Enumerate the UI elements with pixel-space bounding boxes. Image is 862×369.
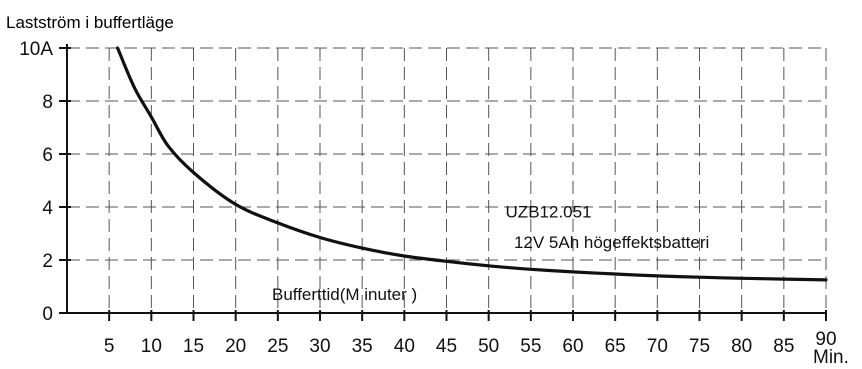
y-tick-label: 2 [42, 251, 53, 272]
axes [66, 44, 826, 314]
x-tick-label: 75 [689, 336, 710, 357]
x-tick-label: 55 [520, 336, 541, 357]
y-tick-label: 0 [42, 304, 53, 325]
x-tick-label: 90 [815, 329, 836, 350]
x-tick-label: 80 [731, 336, 752, 357]
x-ticks: 5 10 15 20 25 30 35 40 45 50 55 60 65 70 75 80 85 90 [104, 310, 837, 357]
y-tick-label: 8 [42, 92, 53, 113]
x-tick-label: 45 [436, 336, 457, 357]
y-tick-label: 4 [42, 198, 53, 219]
x-tick-label: 65 [605, 336, 626, 357]
annotation-battery: 12V 5Ah högeffektsbatteri [514, 233, 709, 252]
x-tick-label: 60 [562, 336, 583, 357]
annotation-model: UZB12.051 [506, 203, 592, 222]
y-ticks: 0 2 4 6 8 10A [19, 39, 71, 325]
x-axis-label: Bufferttid(M inuter ) [272, 285, 417, 304]
series-line [116, 46, 828, 282]
y-tick-label: 10A [19, 39, 53, 60]
x-axis-unit: Min. [813, 347, 849, 368]
y-axis-label: Lastström i buffertläge [6, 13, 174, 32]
x-tick-label: 85 [773, 336, 794, 357]
x-tick-label: 10 [141, 336, 162, 357]
x-tick-label: 40 [394, 336, 415, 357]
x-tick-label: 35 [352, 336, 373, 357]
x-tick-label: 25 [267, 336, 288, 357]
x-tick-label: 15 [183, 336, 204, 357]
x-tick-label: 20 [225, 336, 246, 357]
x-tick-label: 5 [104, 336, 115, 357]
x-tick-label: 50 [478, 336, 499, 357]
y-tick-label: 6 [42, 145, 53, 166]
series-group [116, 46, 828, 282]
x-tick-label: 30 [309, 336, 330, 357]
grid-lines [67, 47, 827, 313]
x-tick-label: 70 [647, 336, 668, 357]
